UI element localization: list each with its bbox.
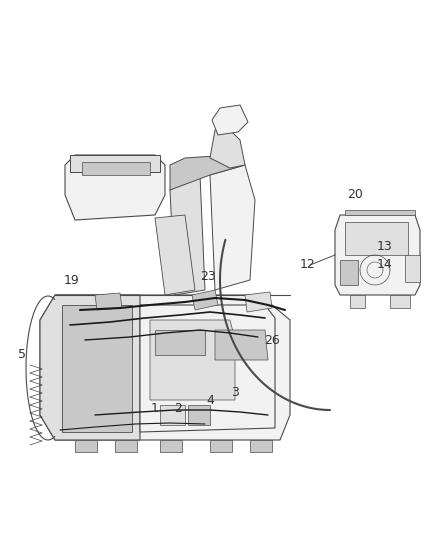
Text: 23: 23 <box>200 271 216 284</box>
Text: 13: 13 <box>377 240 393 254</box>
Polygon shape <box>250 440 272 452</box>
Polygon shape <box>160 405 185 425</box>
Polygon shape <box>210 165 255 290</box>
Polygon shape <box>245 292 272 312</box>
Text: 26: 26 <box>264 334 280 346</box>
Polygon shape <box>215 330 268 360</box>
Polygon shape <box>70 155 160 172</box>
Polygon shape <box>340 260 358 285</box>
Polygon shape <box>40 295 290 440</box>
Polygon shape <box>140 305 275 432</box>
Polygon shape <box>170 175 205 295</box>
Polygon shape <box>95 293 122 310</box>
Polygon shape <box>210 440 232 452</box>
Polygon shape <box>40 295 140 440</box>
Polygon shape <box>115 440 137 452</box>
Polygon shape <box>75 440 97 452</box>
Polygon shape <box>82 162 150 175</box>
Polygon shape <box>350 295 365 308</box>
Polygon shape <box>62 305 132 432</box>
Polygon shape <box>150 320 235 400</box>
Polygon shape <box>155 215 195 295</box>
Text: 5: 5 <box>18 349 26 361</box>
Polygon shape <box>65 155 165 220</box>
Polygon shape <box>160 440 182 452</box>
Polygon shape <box>345 210 415 215</box>
Polygon shape <box>192 290 218 310</box>
Polygon shape <box>170 155 245 190</box>
Text: 3: 3 <box>231 386 239 400</box>
Polygon shape <box>390 295 410 308</box>
Polygon shape <box>405 255 420 282</box>
Text: 19: 19 <box>64 273 80 287</box>
Text: 14: 14 <box>377 259 393 271</box>
Polygon shape <box>212 105 248 135</box>
Polygon shape <box>210 125 245 168</box>
Text: 12: 12 <box>300 259 316 271</box>
Polygon shape <box>345 222 408 255</box>
Text: 20: 20 <box>347 189 363 201</box>
Polygon shape <box>188 405 210 425</box>
Polygon shape <box>335 215 420 295</box>
Text: 4: 4 <box>206 393 214 407</box>
Text: 1: 1 <box>151 401 159 415</box>
Text: 2: 2 <box>174 401 182 415</box>
Polygon shape <box>155 330 205 355</box>
